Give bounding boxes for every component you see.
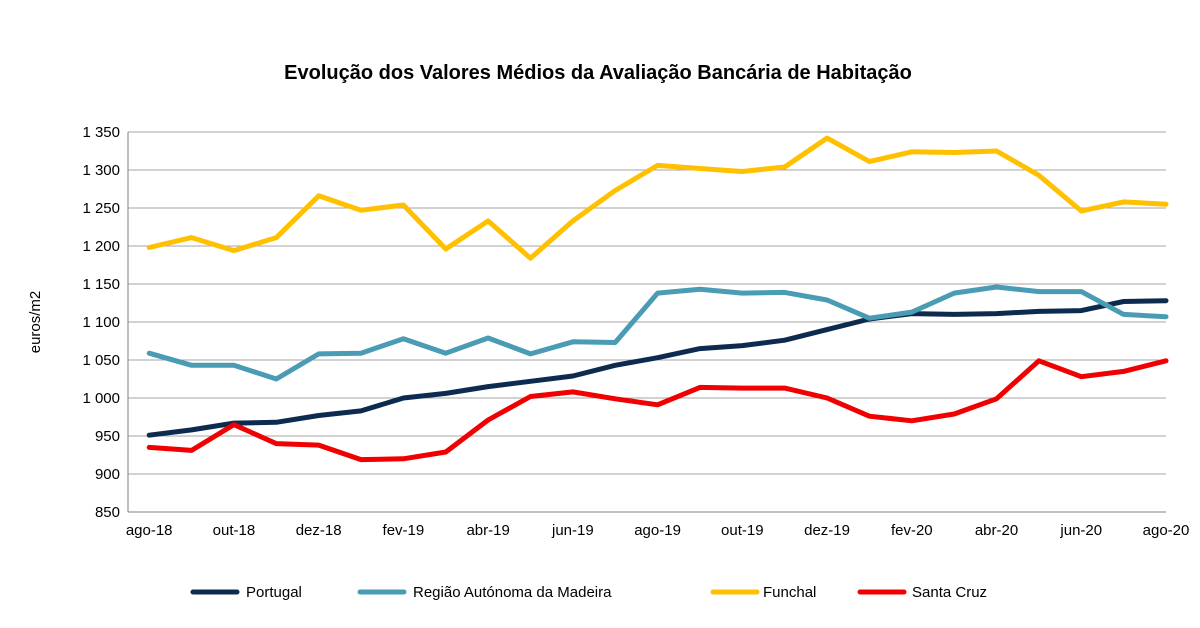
x-tick-label: dez-18	[296, 522, 342, 539]
x-tick-label: out-18	[213, 522, 256, 539]
y-tick-label: 1 250	[82, 200, 120, 217]
y-tick-label: 1 100	[82, 314, 120, 331]
legend-label-regi-o-aut-noma-da-madeira: Região Autónoma da Madeira	[413, 584, 612, 601]
x-axis-ticks: ago-18 out-18 dez-18 fev-19 abr-19 jun-19 ago-…	[126, 522, 1190, 539]
x-tick-label: fev-20	[891, 522, 933, 539]
series-line-santa-cruz	[146, 358, 1169, 463]
x-tick-label: out-19	[721, 522, 764, 539]
y-axis-ticks: 850 900 950 1 000 1 050 1 100 1 150 1 200 1 250 1…	[82, 124, 120, 521]
y-tick-label: 1 350	[82, 124, 120, 141]
legend-label-funchal: Funchal	[763, 584, 816, 601]
series-line-funchal	[146, 135, 1169, 261]
y-tick-label: 900	[95, 466, 120, 483]
chart-title: Evolução dos Valores Médios da Avaliação…	[284, 62, 912, 84]
legend: Portugal Região Autónoma da Madeira Funcha…	[190, 584, 987, 601]
y-axis-label: euros/m2	[27, 291, 44, 354]
x-tick-label: dez-19	[804, 522, 850, 539]
x-tick-label: ago-20	[1143, 522, 1190, 539]
x-tick-label: jun-19	[551, 522, 594, 539]
gridlines	[127, 131, 1166, 513]
y-tick-label: 1 300	[82, 162, 120, 179]
y-tick-label: 1 150	[82, 276, 120, 293]
x-tick-label: abr-20	[975, 522, 1018, 539]
series-line-regi-o-aut-noma-da-madeira	[146, 284, 1169, 382]
x-tick-label: jun-20	[1059, 522, 1102, 539]
y-tick-label: 1 050	[82, 352, 120, 369]
y-tick-label: 1 200	[82, 238, 120, 255]
series-line-portugal	[146, 298, 1169, 438]
x-tick-label: ago-19	[634, 522, 681, 539]
y-tick-label: 1 000	[82, 390, 120, 407]
series-lines	[146, 135, 1169, 463]
legend-label-santa-cruz: Santa Cruz	[912, 584, 987, 601]
y-tick-label: 850	[95, 504, 120, 521]
y-tick-label: 950	[95, 428, 120, 445]
x-tick-label: fev-19	[383, 522, 425, 539]
legend-label-portugal: Portugal	[246, 584, 302, 601]
x-tick-label: ago-18	[126, 522, 173, 539]
x-tick-label: abr-19	[466, 522, 509, 539]
